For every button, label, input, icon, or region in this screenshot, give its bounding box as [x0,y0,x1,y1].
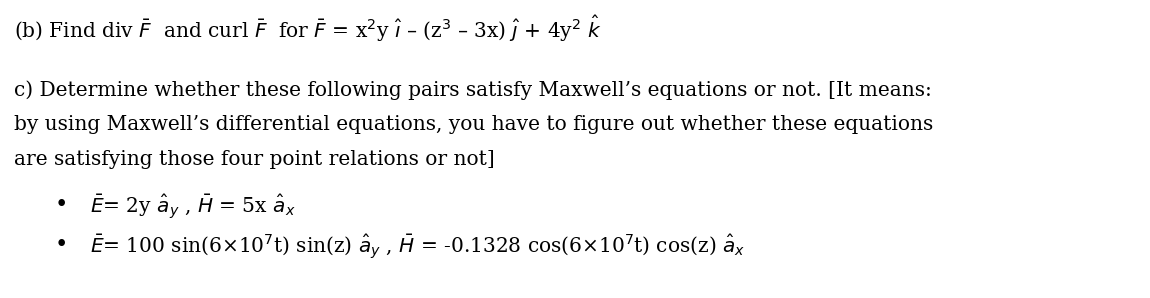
Text: c) Determine whether these following pairs satisfy Maxwell’s equations or not. [: c) Determine whether these following pai… [14,80,932,100]
Text: •: • [55,194,68,216]
Text: •: • [55,234,68,256]
Text: $\bar{E}$= 100 sin(6×10$^7$t) sin(z) $\hat{a}_y$ , $\bar{H}$ = -0.1328 cos(6×10$: $\bar{E}$= 100 sin(6×10$^7$t) sin(z) $\h… [90,232,745,260]
Text: by using Maxwell’s differential equations, you have to figure out whether these : by using Maxwell’s differential equation… [14,115,934,134]
Text: $\bar{E}$= 2y $\hat{a}_y$ , $\bar{H}$ = 5x $\hat{a}_x$: $\bar{E}$= 2y $\hat{a}_y$ , $\bar{H}$ = … [90,192,296,221]
Text: are satisfying those four point relations or not]: are satisfying those four point relation… [14,150,494,169]
Text: (b) Find div $\bar{F}$  and curl $\bar{F}$  for $\bar{F}$ = x$^2$y $\hat{\imath}: (b) Find div $\bar{F}$ and curl $\bar{F}… [14,14,601,44]
